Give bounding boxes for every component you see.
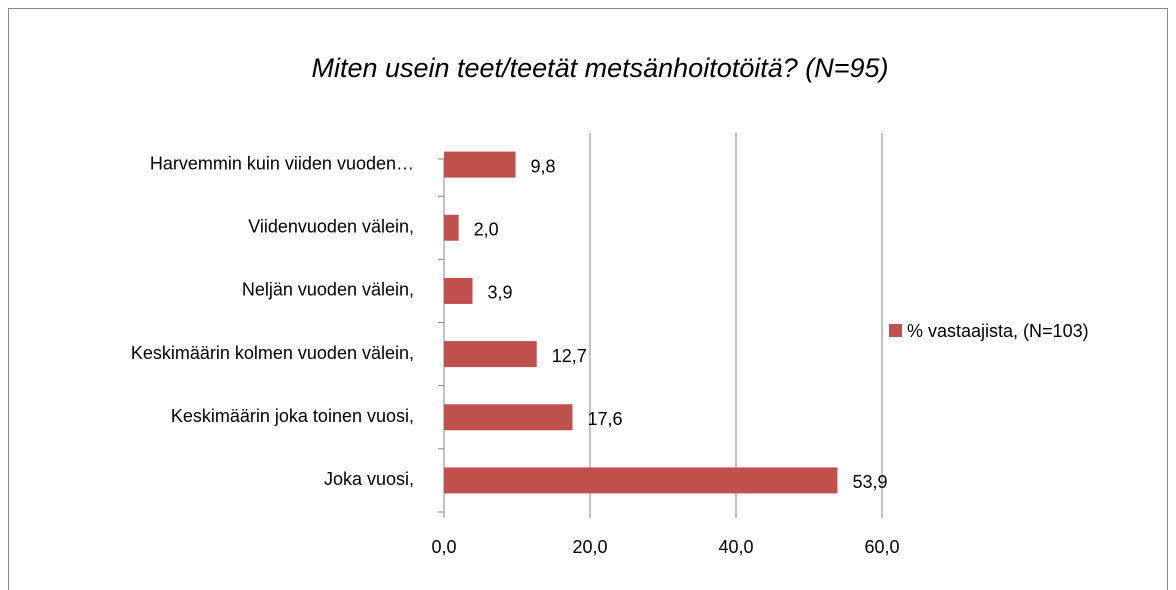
legend-label: % vastaajista, (N=103) (907, 321, 1089, 341)
x-tick-label: 20,0 (572, 537, 607, 557)
x-tick-label: 40,0 (718, 537, 753, 557)
y-tick-label: Neljän vuoden välein, (242, 280, 414, 300)
y-tick-label: Viidenvuoden välein, (248, 217, 414, 237)
bar (444, 277, 473, 304)
data-label: 2,0 (474, 220, 499, 240)
data-label: 53,9 (852, 472, 887, 492)
y-tick-label: Keskimäärin joka toinen vuosi, (171, 406, 414, 426)
data-label: 12,7 (552, 346, 587, 366)
chart-frame (8, 8, 1168, 590)
x-tick-label: 60,0 (864, 537, 899, 557)
x-tick-label: 0,0 (431, 537, 456, 557)
y-tick-label: Harvemmin kuin viiden vuoden… (150, 153, 414, 173)
chart-title: Miten usein teet/teetät metsänhoitotöitä… (311, 53, 888, 83)
data-label: 9,8 (531, 156, 556, 176)
y-tick-label: Joka vuosi, (324, 469, 414, 489)
y-tick-label: Keskimäärin kolmen vuoden välein, (131, 343, 414, 363)
legend-swatch (889, 324, 902, 337)
data-label: 3,9 (487, 283, 512, 303)
bar (444, 151, 516, 178)
bar (444, 341, 537, 368)
bar (444, 467, 838, 494)
data-label: 17,6 (587, 409, 622, 429)
bar (444, 214, 459, 241)
bar (444, 404, 573, 431)
